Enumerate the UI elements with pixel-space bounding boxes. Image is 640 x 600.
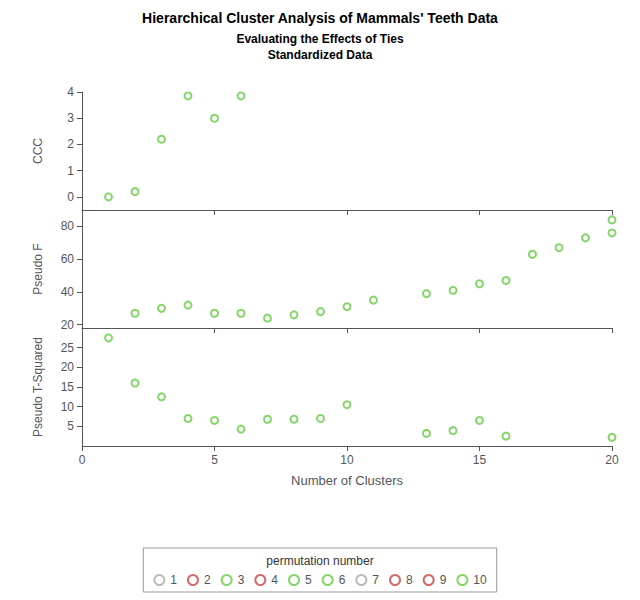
svg-text:2: 2 — [204, 573, 211, 587]
svg-text:10: 10 — [61, 400, 75, 414]
svg-text:3: 3 — [238, 573, 245, 587]
svg-text:25: 25 — [61, 341, 75, 355]
svg-text:1: 1 — [170, 573, 177, 587]
svg-text:2: 2 — [67, 137, 74, 151]
svg-text:20: 20 — [605, 453, 619, 467]
svg-text:15: 15 — [473, 453, 487, 467]
svg-text:5: 5 — [305, 573, 312, 587]
svg-text:permutation number: permutation number — [266, 554, 373, 568]
svg-text:4: 4 — [271, 573, 278, 587]
svg-text:Pseudo F: Pseudo F — [31, 243, 45, 294]
svg-text:8: 8 — [406, 573, 413, 587]
svg-text:4: 4 — [67, 85, 74, 99]
svg-text:60: 60 — [61, 252, 75, 266]
svg-text:Hierarchical Cluster Analysis: Hierarchical Cluster Analysis of Mammals… — [142, 10, 498, 26]
svg-text:0: 0 — [79, 453, 86, 467]
svg-text:5: 5 — [211, 453, 218, 467]
svg-text:10: 10 — [340, 453, 354, 467]
svg-text:Standardized Data: Standardized Data — [268, 48, 373, 62]
svg-text:3: 3 — [67, 111, 74, 125]
svg-text:80: 80 — [61, 219, 75, 233]
svg-text:40: 40 — [61, 285, 75, 299]
svg-text:15: 15 — [61, 380, 75, 394]
svg-text:1: 1 — [67, 164, 74, 178]
svg-text:0: 0 — [67, 190, 74, 204]
svg-text:20: 20 — [61, 360, 75, 374]
svg-text:6: 6 — [339, 573, 346, 587]
svg-text:7: 7 — [372, 573, 379, 587]
svg-text:10: 10 — [473, 573, 487, 587]
svg-text:Number of Clusters: Number of Clusters — [291, 473, 403, 488]
svg-text:5: 5 — [67, 419, 74, 433]
svg-text:20: 20 — [61, 318, 75, 332]
svg-text:Evaluating the Effects of Ties: Evaluating the Effects of Ties — [236, 32, 403, 46]
svg-text:CCC: CCC — [31, 138, 45, 164]
svg-text:9: 9 — [440, 573, 447, 587]
svg-text:Pseudo T-Squared: Pseudo T-Squared — [31, 337, 45, 437]
